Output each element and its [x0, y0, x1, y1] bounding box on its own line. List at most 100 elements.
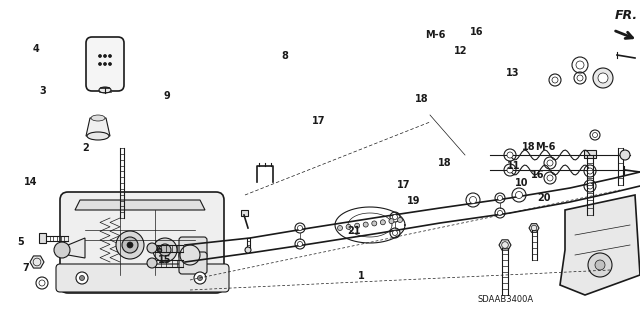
Circle shape: [346, 224, 351, 229]
Text: 16: 16: [470, 27, 484, 37]
Circle shape: [337, 226, 342, 231]
Text: 11: 11: [507, 161, 520, 171]
Circle shape: [364, 222, 368, 227]
Circle shape: [104, 63, 106, 65]
Circle shape: [389, 219, 394, 224]
Circle shape: [588, 253, 612, 277]
Circle shape: [298, 241, 303, 247]
Text: 4: 4: [33, 44, 40, 55]
Text: 13: 13: [506, 68, 519, 78]
Text: SDAAB3400A: SDAAB3400A: [477, 295, 534, 304]
FancyBboxPatch shape: [179, 237, 207, 259]
Circle shape: [587, 168, 593, 174]
Text: 18: 18: [415, 94, 429, 104]
Circle shape: [576, 61, 584, 69]
Circle shape: [598, 73, 608, 83]
Circle shape: [507, 152, 513, 158]
Circle shape: [116, 231, 144, 259]
Polygon shape: [529, 224, 539, 232]
Circle shape: [194, 272, 206, 284]
Text: 16: 16: [531, 170, 545, 181]
Circle shape: [104, 55, 106, 57]
Circle shape: [372, 221, 377, 226]
Circle shape: [153, 238, 177, 262]
Text: 18: 18: [438, 158, 451, 168]
Circle shape: [245, 247, 251, 253]
Circle shape: [147, 243, 157, 253]
Text: 14: 14: [24, 177, 37, 187]
Text: M-6: M-6: [535, 142, 556, 152]
Circle shape: [76, 272, 88, 284]
Circle shape: [99, 55, 102, 57]
Circle shape: [470, 197, 477, 204]
Text: FR.: FR.: [615, 9, 638, 22]
Text: 15: 15: [158, 255, 172, 265]
Ellipse shape: [99, 87, 111, 93]
Polygon shape: [75, 200, 205, 210]
Ellipse shape: [91, 115, 105, 121]
Text: 18: 18: [522, 142, 535, 152]
Circle shape: [380, 220, 385, 225]
Text: 1: 1: [358, 271, 365, 281]
Text: 20: 20: [538, 193, 551, 203]
Circle shape: [577, 75, 583, 81]
FancyBboxPatch shape: [86, 37, 124, 91]
Ellipse shape: [87, 132, 109, 140]
Circle shape: [109, 63, 111, 65]
Circle shape: [547, 160, 553, 166]
Circle shape: [552, 77, 558, 83]
Circle shape: [593, 132, 598, 137]
Text: 5: 5: [17, 237, 24, 248]
Circle shape: [593, 68, 613, 88]
Circle shape: [497, 211, 502, 216]
FancyBboxPatch shape: [56, 264, 229, 292]
Text: 7: 7: [22, 263, 29, 273]
Text: 17: 17: [397, 180, 410, 190]
Text: M-6: M-6: [425, 30, 445, 40]
Circle shape: [109, 55, 111, 57]
Circle shape: [298, 226, 303, 231]
Circle shape: [595, 260, 605, 270]
Circle shape: [99, 63, 102, 65]
FancyBboxPatch shape: [60, 192, 224, 293]
Circle shape: [39, 280, 45, 286]
Circle shape: [180, 245, 200, 265]
Circle shape: [620, 150, 630, 160]
Text: 17: 17: [312, 116, 326, 126]
FancyBboxPatch shape: [179, 252, 207, 274]
Polygon shape: [68, 238, 85, 258]
Circle shape: [397, 218, 403, 222]
Polygon shape: [86, 118, 110, 136]
Circle shape: [122, 237, 138, 253]
Circle shape: [497, 196, 502, 201]
FancyArrowPatch shape: [616, 31, 632, 38]
Circle shape: [355, 223, 360, 228]
Text: 10: 10: [515, 178, 529, 189]
Circle shape: [147, 258, 157, 268]
Text: 21: 21: [347, 226, 360, 236]
Text: 3: 3: [39, 86, 46, 96]
Bar: [584, 150, 596, 158]
Circle shape: [392, 214, 397, 219]
Text: 12: 12: [454, 46, 468, 56]
Circle shape: [127, 242, 133, 248]
Bar: [39, 233, 46, 243]
Text: 6: 6: [156, 245, 162, 256]
Polygon shape: [499, 240, 511, 250]
Text: 2: 2: [82, 143, 89, 153]
Bar: [241, 210, 248, 216]
Text: 9: 9: [163, 91, 170, 101]
Circle shape: [159, 244, 171, 256]
Circle shape: [587, 183, 593, 189]
Circle shape: [392, 231, 397, 235]
Circle shape: [79, 276, 84, 280]
Circle shape: [547, 175, 553, 181]
Polygon shape: [30, 256, 44, 268]
Polygon shape: [560, 195, 640, 295]
Circle shape: [515, 191, 522, 198]
Text: 8: 8: [282, 51, 288, 61]
Text: 19: 19: [407, 196, 420, 206]
Circle shape: [54, 242, 70, 258]
Circle shape: [198, 276, 202, 280]
Circle shape: [507, 167, 513, 173]
